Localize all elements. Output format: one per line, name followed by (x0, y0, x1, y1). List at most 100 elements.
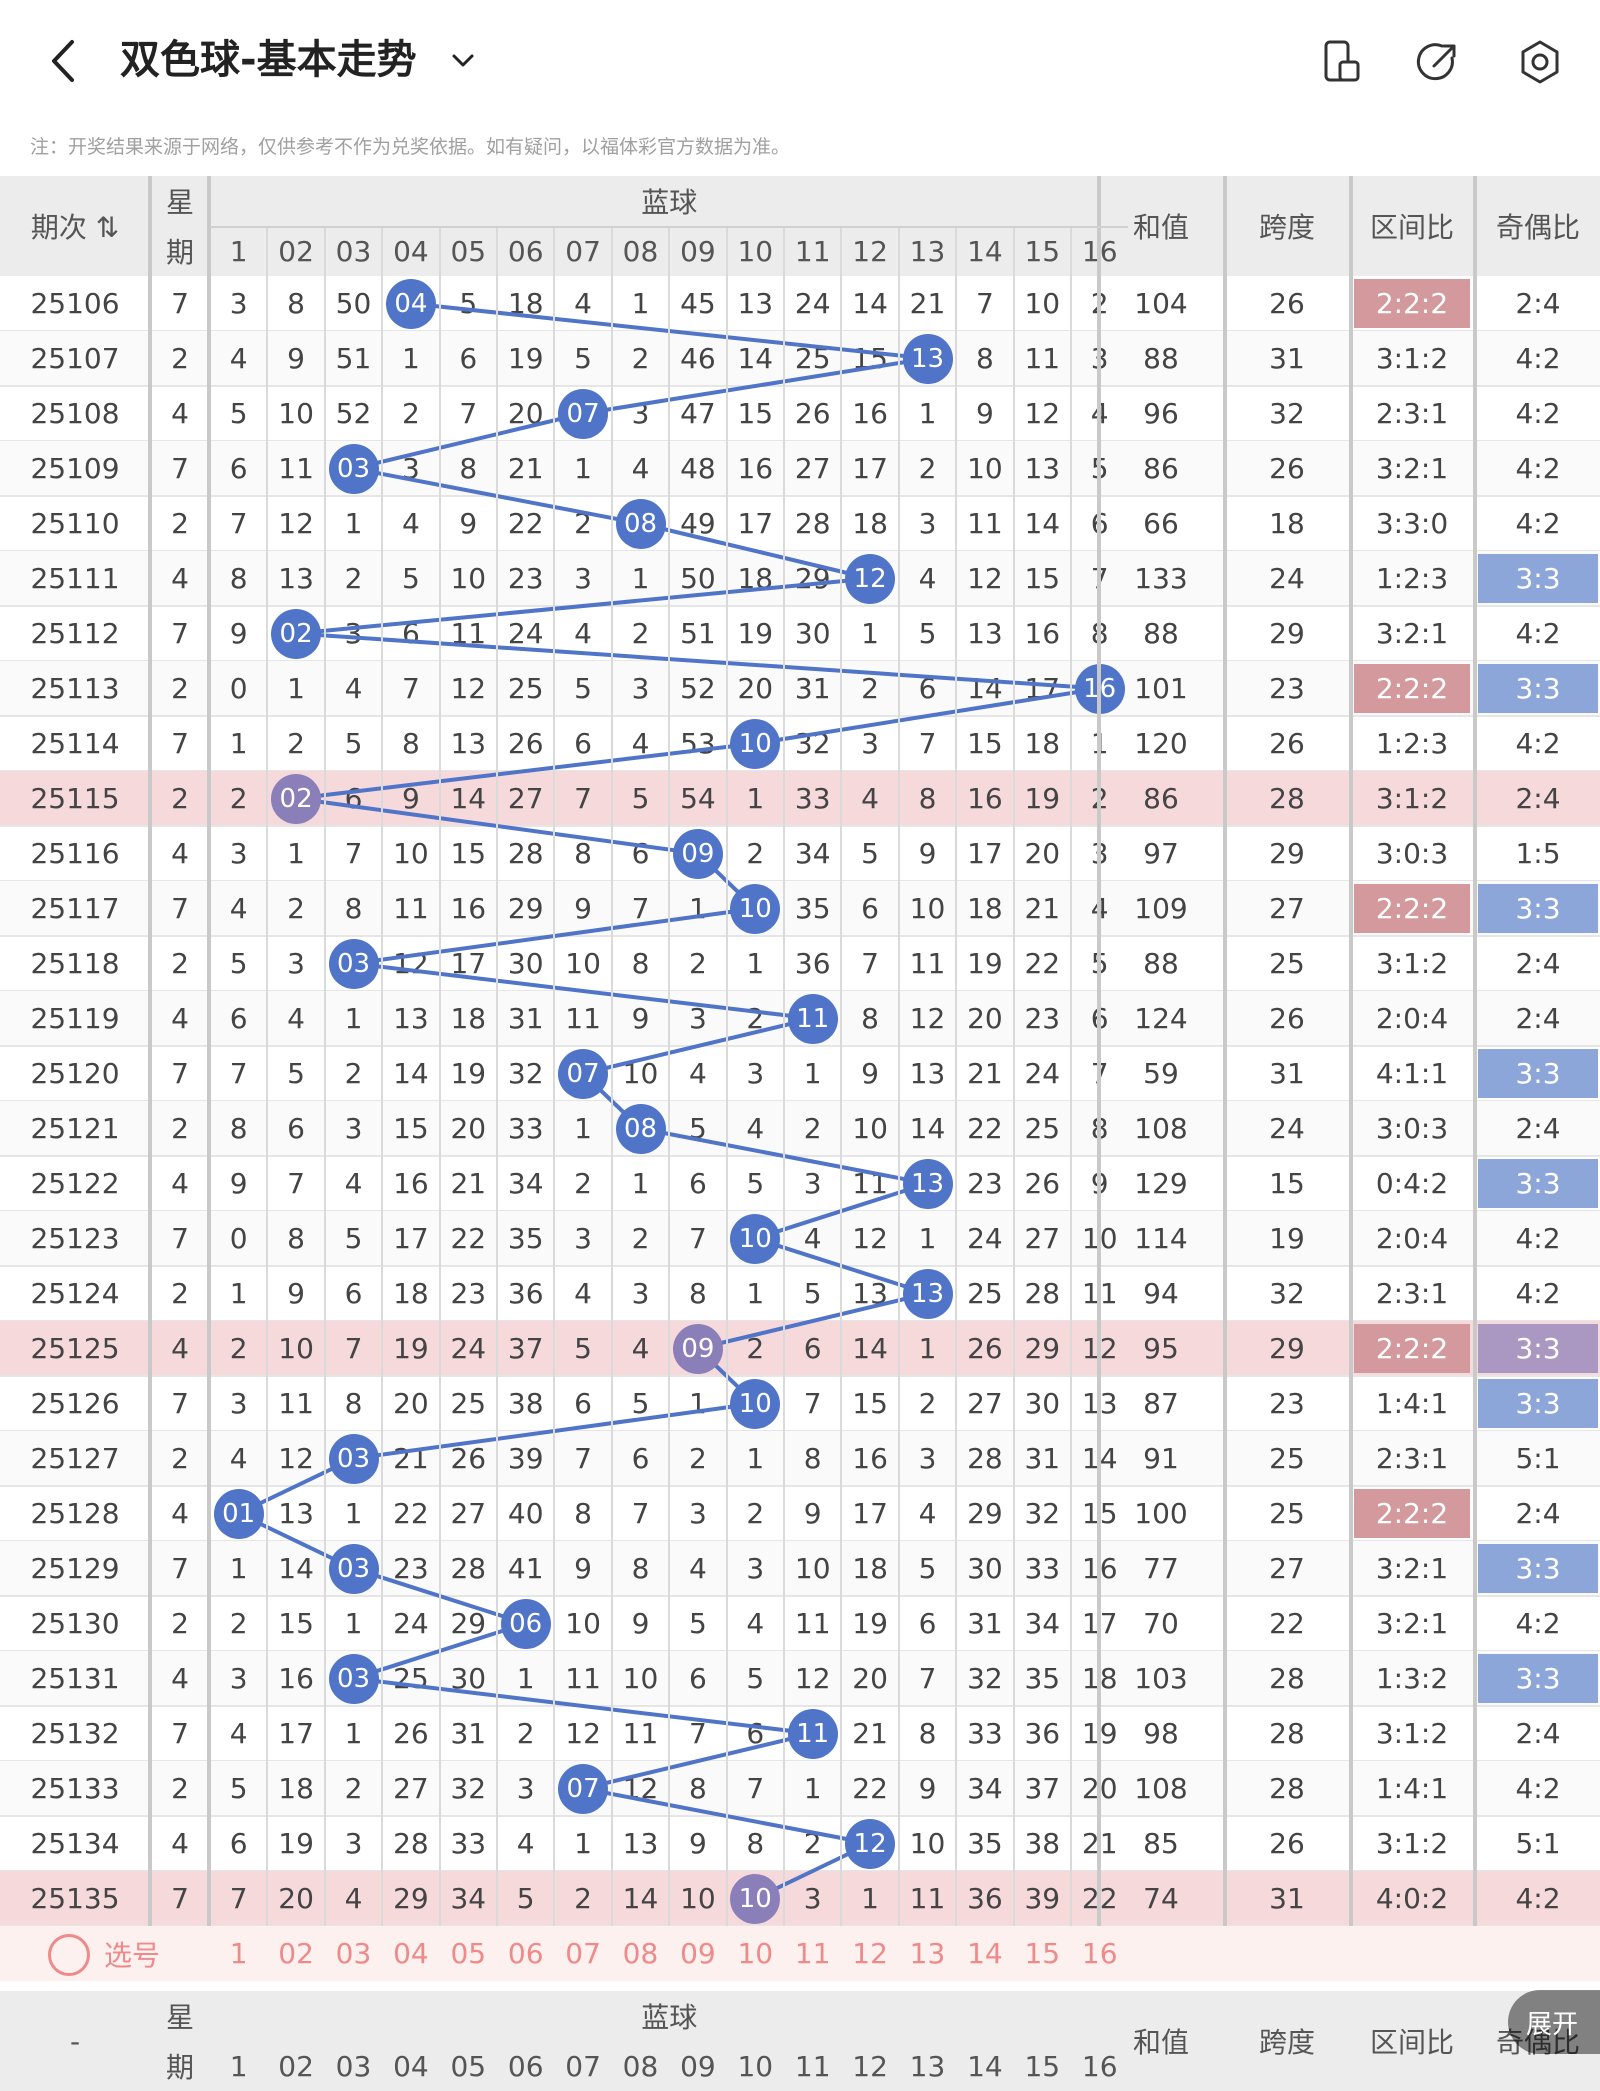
select-number[interactable]: 14 (967, 1937, 1003, 1970)
omission-cell: 22 (507, 507, 544, 540)
chevron-down-icon[interactable] (448, 46, 478, 76)
span-cell: 15 (1269, 1167, 1305, 1200)
omission-cell: 9 (803, 1497, 822, 1530)
week-cell: 7 (171, 1552, 189, 1585)
layout-icon[interactable] (1318, 38, 1366, 86)
zone-cell: 3:3:0 (1375, 507, 1449, 540)
omission-cell: 8 (918, 1717, 937, 1750)
omission-cell: 5 (229, 1772, 248, 1805)
omission-cell: 7 (344, 837, 363, 870)
omission-cell: 11 (909, 947, 946, 980)
blue-col-header: 13 (909, 234, 946, 268)
omission-cell: 6 (631, 837, 650, 870)
omission-cell: 36 (507, 1277, 544, 1310)
select-number[interactable]: 1 (229, 1937, 248, 1970)
select-number[interactable]: 04 (393, 1937, 429, 1970)
select-number[interactable]: 06 (507, 1937, 544, 1970)
omission-cell: 51 (335, 342, 372, 375)
select-number[interactable]: 09 (680, 1937, 716, 1970)
week-header-bottom: 期 (165, 236, 194, 269)
blue-ball: 03 (328, 1543, 379, 1594)
span-cell: 19 (1269, 1222, 1305, 1255)
omission-cell: 31 (794, 672, 831, 705)
footer-week-bottom: 期 (165, 2051, 194, 2084)
select-number[interactable]: 11 (794, 1937, 831, 1970)
omission-cell: 34 (1024, 1607, 1061, 1640)
settings-icon[interactable] (1516, 38, 1564, 86)
period-cell: 25116 (30, 837, 120, 870)
omission-cell: 33 (507, 1112, 544, 1145)
omission-cell: 7 (229, 507, 248, 540)
blue-ball: 02 (271, 773, 322, 824)
omission-cell: 10 (794, 1552, 831, 1585)
zone-cell: 3:1:2 (1375, 342, 1449, 375)
omission-cell: 14 (909, 1112, 946, 1145)
omission-cell: 11 (278, 452, 314, 485)
omission-cell: 10 (1024, 287, 1061, 320)
span-cell: 29 (1269, 617, 1305, 650)
omission-cell: 2 (688, 1442, 707, 1475)
span-cell: 31 (1269, 342, 1305, 375)
footer-blue-col: 15 (1024, 2049, 1061, 2083)
select-number[interactable]: 08 (622, 1937, 659, 1970)
omission-cell: 9 (287, 342, 305, 375)
back-icon[interactable] (44, 36, 84, 86)
select-number[interactable]: 05 (450, 1937, 487, 1970)
omission-cell: 11 (565, 1662, 601, 1695)
select-checkbox[interactable] (48, 1934, 90, 1976)
footer-blue-col: 11 (794, 2049, 831, 2083)
omission-cell: 38 (507, 1387, 544, 1420)
col-divider (323, 226, 326, 1981)
omission-cell: 11 (794, 1607, 831, 1640)
select-number[interactable]: 16 (1081, 1937, 1118, 1970)
omission-cell: 26 (794, 397, 831, 430)
col-divider (148, 176, 152, 1981)
omission-cell: 7 (688, 1717, 707, 1750)
page-title[interactable]: 双色球-基本走势 (120, 37, 417, 83)
zone-cell: 1:4:1 (1375, 1772, 1449, 1805)
omission-cell: 2 (746, 1332, 765, 1365)
period-cell: 25113 (30, 672, 120, 705)
col-divider (1097, 176, 1101, 1981)
select-label[interactable]: 选号 (103, 1938, 160, 1972)
select-number[interactable]: 02 (278, 1937, 314, 1970)
select-number[interactable]: 03 (335, 1937, 372, 1970)
omission-cell: 3 (574, 1222, 592, 1255)
week-cell: 7 (171, 1222, 189, 1255)
omission-cell: 3 (631, 672, 650, 705)
period-header[interactable]: 期次 ⇅ (30, 211, 120, 244)
omission-cell: 19 (278, 1827, 314, 1860)
week-cell: 7 (171, 727, 189, 760)
share-icon[interactable] (1414, 38, 1462, 86)
select-number[interactable]: 12 (852, 1937, 888, 1970)
sum-cell: 77 (1143, 1552, 1179, 1585)
omission-cell: 27 (967, 1387, 1003, 1420)
omission-cell: 21 (852, 1717, 888, 1750)
omission-cell: 35 (794, 892, 831, 925)
blue-ball: 12 (845, 553, 896, 604)
row-divider (0, 1375, 1600, 1377)
omission-cell: 31 (1024, 1442, 1061, 1475)
week-cell: 4 (171, 1332, 189, 1365)
omission-cell: 18 (450, 1002, 487, 1035)
period-cell: 25128 (30, 1497, 120, 1530)
select-number[interactable]: 15 (1024, 1937, 1061, 1970)
omission-cell: 5 (344, 727, 363, 760)
select-number[interactable]: 13 (909, 1937, 946, 1970)
span-cell: 32 (1269, 397, 1305, 430)
omission-cell: 8 (803, 1442, 822, 1475)
omission-cell: 11 (1024, 342, 1061, 375)
span-cell: 28 (1269, 782, 1305, 815)
omission-cell: 3 (344, 1112, 363, 1145)
blue-ball: 09 (672, 828, 723, 879)
omission-cell: 13 (852, 1277, 888, 1310)
col-divider (266, 226, 269, 1981)
blue-col-header: 08 (622, 234, 659, 268)
omission-cell: 5 (459, 287, 478, 320)
expand-button[interactable]: 展开 (1508, 1990, 1600, 2054)
select-number[interactable]: 07 (565, 1937, 601, 1970)
omission-cell: 7 (975, 287, 994, 320)
blue-ball: 07 (558, 388, 609, 439)
select-number[interactable]: 10 (737, 1937, 774, 1970)
omission-cell: 7 (229, 1057, 248, 1090)
